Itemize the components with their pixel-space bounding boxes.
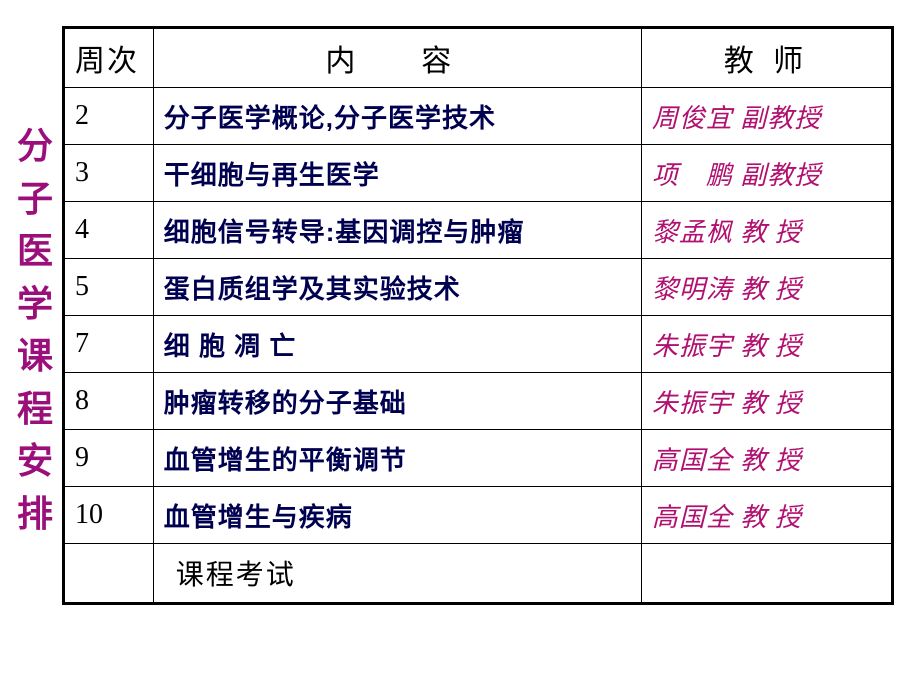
- table-header-row: 周次 内 容 教 师: [64, 28, 893, 88]
- cell-content: 干细胞与再生医学: [153, 145, 641, 202]
- sidebar-char: 课: [17, 330, 53, 383]
- cell-teacher: 朱振宇 教 授: [641, 316, 892, 373]
- cell-week: 5: [64, 259, 154, 316]
- table-footer-row: 课程考试: [64, 544, 893, 604]
- cell-week: 7: [64, 316, 154, 373]
- cell-exam-label: 课程考试: [153, 544, 641, 604]
- cell-week: 9: [64, 430, 154, 487]
- cell-teacher: 项 鹏 副教授: [641, 145, 892, 202]
- cell-teacher: 周俊宜 副教授: [641, 88, 892, 145]
- cell-week: 4: [64, 202, 154, 259]
- table-row: 2 分子医学概论,分子医学技术 周俊宜 副教授: [64, 88, 893, 145]
- cell-content: 细胞信号转导:基因调控与肿瘤: [153, 202, 641, 259]
- sidebar-char: 程: [17, 383, 53, 436]
- cell-teacher: 朱振宇 教 授: [641, 373, 892, 430]
- table-row: 4 细胞信号转导:基因调控与肿瘤 黎孟枫 教 授: [64, 202, 893, 259]
- cell-week-empty: [64, 544, 154, 604]
- cell-content: 血管增生的平衡调节: [153, 430, 641, 487]
- sidebar-char: 安: [17, 435, 53, 488]
- col-header-content: 内 容: [153, 28, 641, 88]
- cell-content: 细 胞 凋 亡: [153, 316, 641, 373]
- sidebar-char: 学: [17, 278, 53, 331]
- sidebar-char: 分: [17, 120, 53, 173]
- sidebar-char: 排: [17, 488, 53, 541]
- cell-teacher: 高国全 教 授: [641, 487, 892, 544]
- cell-week: 10: [64, 487, 154, 544]
- cell-content: 血管增生与疾病: [153, 487, 641, 544]
- cell-content: 蛋白质组学及其实验技术: [153, 259, 641, 316]
- cell-week: 3: [64, 145, 154, 202]
- col-header-week: 周次: [64, 28, 154, 88]
- cell-teacher: 黎明涛 教 授: [641, 259, 892, 316]
- cell-content: 分子医学概论,分子医学技术: [153, 88, 641, 145]
- table-row: 9 血管增生的平衡调节 高国全 教 授: [64, 430, 893, 487]
- table-row: 8 肿瘤转移的分子基础 朱振宇 教 授: [64, 373, 893, 430]
- table-row: 5 蛋白质组学及其实验技术 黎明涛 教 授: [64, 259, 893, 316]
- table-row: 3 干细胞与再生医学 项 鹏 副教授: [64, 145, 893, 202]
- sidebar-char: 医: [17, 225, 53, 278]
- schedule-table: 周次 内 容 教 师 2 分子医学概论,分子医学技术 周俊宜 副教授 3 干细胞…: [62, 26, 894, 605]
- cell-content: 肿瘤转移的分子基础: [153, 373, 641, 430]
- sidebar-vertical-title: 分 子 医 学 课 程 安 排: [12, 120, 58, 540]
- cell-week: 2: [64, 88, 154, 145]
- col-header-teacher: 教 师: [641, 28, 892, 88]
- table-row: 10 血管增生与疾病 高国全 教 授: [64, 487, 893, 544]
- cell-week: 8: [64, 373, 154, 430]
- cell-teacher-empty: [641, 544, 892, 604]
- cell-teacher: 高国全 教 授: [641, 430, 892, 487]
- schedule-table-wrap: 周次 内 容 教 师 2 分子医学概论,分子医学技术 周俊宜 副教授 3 干细胞…: [62, 26, 894, 605]
- sidebar-char: 子: [17, 173, 53, 226]
- table-row: 7 细 胞 凋 亡 朱振宇 教 授: [64, 316, 893, 373]
- cell-teacher: 黎孟枫 教 授: [641, 202, 892, 259]
